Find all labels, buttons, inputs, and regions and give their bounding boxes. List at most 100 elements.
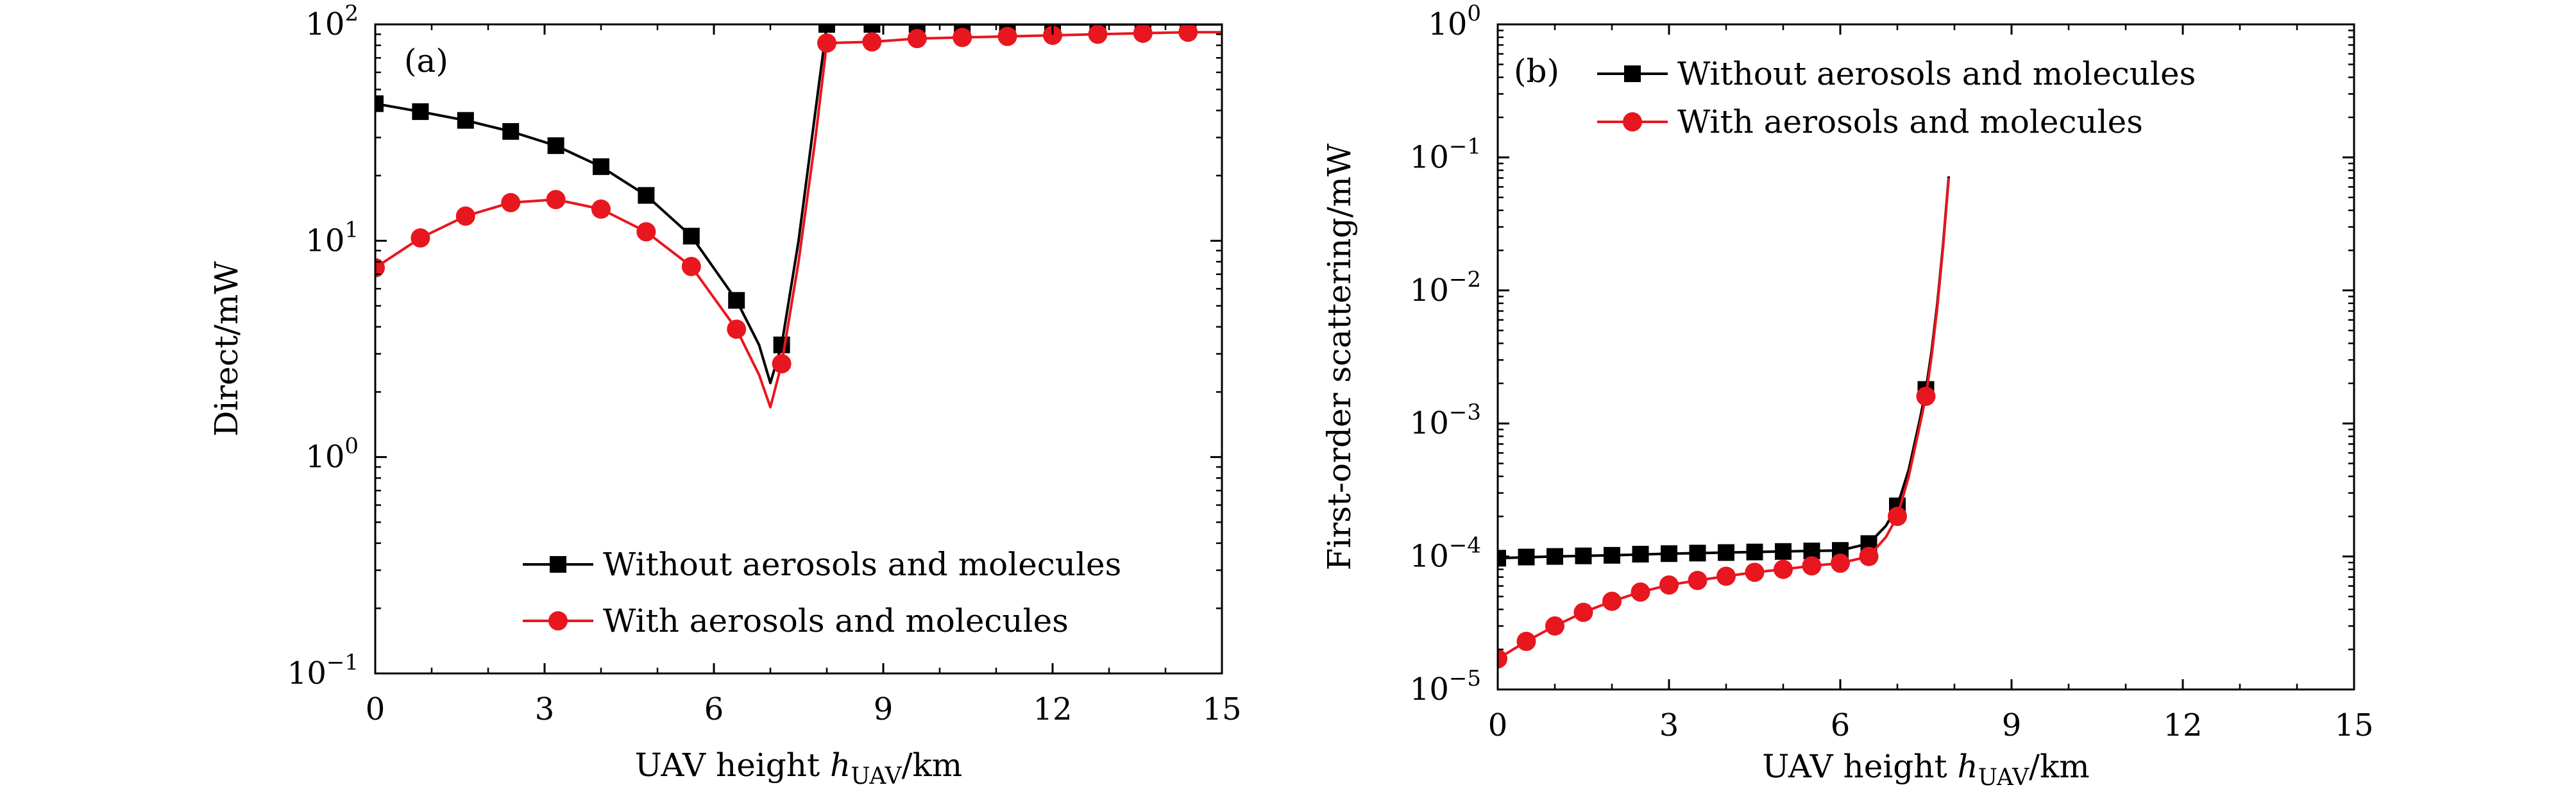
data-point-circle	[1716, 566, 1736, 586]
data-point-square	[1632, 546, 1649, 563]
y-tick-label: 100	[305, 434, 359, 475]
data-point-circle	[1831, 554, 1850, 573]
panel-b-y-axis-label: First-order scattering/mW	[1321, 143, 1358, 570]
data-point-square	[593, 158, 609, 175]
data-point-square	[457, 112, 474, 129]
panel-b-tag: (b)	[1514, 53, 1559, 90]
y-tick-label: 10−1	[287, 650, 359, 691]
x-tick-label: 3	[535, 691, 555, 727]
data-point-circle	[907, 29, 927, 49]
data-point-square	[502, 123, 520, 140]
data-point-square	[1689, 545, 1706, 562]
data-point-circle	[1802, 556, 1822, 576]
panel-b-series-layer	[1498, 176, 1951, 669]
y-tick-label: 10−4	[1410, 533, 1481, 575]
data-point-circle	[997, 26, 1017, 46]
data-point-square	[1518, 548, 1535, 566]
data-point-square	[1546, 548, 1563, 565]
data-point-square	[412, 103, 429, 121]
data-point-circle	[727, 319, 747, 339]
x-tick-label: 12	[2163, 707, 2202, 743]
data-point-square	[1604, 546, 1620, 564]
data-point-square	[1661, 545, 1677, 562]
data-point-square	[682, 228, 700, 245]
data-point-circle	[591, 199, 611, 219]
data-point-circle	[1602, 591, 1622, 611]
data-point-circle	[455, 206, 475, 226]
y-tick-label: 10−3	[1410, 400, 1481, 441]
x-tick-label: 6	[704, 691, 724, 727]
panel-a-legend-item-without: Without aerosols and molecules	[523, 546, 1121, 583]
data-point-circle	[862, 32, 882, 52]
data-point-square	[773, 336, 790, 353]
x-tick-label: 0	[366, 691, 386, 727]
data-point-circle	[1888, 507, 1907, 527]
data-point-square	[1575, 547, 1592, 564]
panel-a-chart: 0 3 6 9 12 15 10−1 100 101 102 (a) UAV height hUA…	[208, 1, 1242, 790]
data-point-circle	[1573, 602, 1593, 622]
y-tick-label: 10−5	[1410, 666, 1481, 707]
legend-label-without: Without aerosols and molecules	[603, 546, 1121, 583]
data-point-circle	[1133, 24, 1153, 43]
panel-a-series-layer	[375, 24, 1222, 409]
panel-a-legend: Without aerosols and molecules With aero…	[523, 546, 1121, 639]
data-point-circle	[1659, 575, 1679, 595]
y-tick-label: 100	[1428, 1, 1481, 42]
data-point-circle	[1774, 559, 1793, 579]
data-point-circle	[817, 33, 836, 53]
panel-a-axes-frame	[374, 23, 1223, 675]
legend-circle-marker	[1623, 112, 1642, 131]
data-point-circle	[1545, 616, 1564, 636]
panel-a-y-axis-label: Direct/mW	[208, 261, 245, 437]
series-with	[1498, 178, 1951, 669]
legend-label-with: With aerosols and molecules	[1677, 103, 2143, 140]
x-tick-label: 0	[1488, 707, 1508, 743]
x-tick-label: 15	[2334, 707, 2373, 743]
panel-b-legend-item-with: With aerosols and molecules	[1597, 103, 2143, 140]
legend-square-marker	[550, 556, 566, 573]
panel-a-x-axis-label: UAV height hUAV/km	[635, 747, 962, 790]
panel-b-ticks: 0 3 6 9 12 15 10−5 10−4 10−3 10−2 10−1 100	[1410, 1, 2374, 743]
data-point-circle	[772, 354, 792, 374]
x-tick-label: 9	[874, 691, 894, 727]
data-point-circle	[636, 222, 656, 242]
panel-a-ticks: 0 3 6 9 12 15 10−1 100 101 102	[287, 1, 1242, 727]
panel-b-chart: 0 3 6 9 12 15 10−5 10−4 10−3 10−2 10−1 100 (b) UAV …	[1321, 1, 2374, 791]
data-point-circle	[1859, 546, 1879, 566]
panel-b-legend: Without aerosols and molecules With aero…	[1597, 55, 2196, 140]
x-tick-label: 9	[2002, 707, 2022, 743]
data-point-square	[638, 187, 655, 204]
data-point-circle	[1178, 24, 1198, 42]
data-point-square	[863, 24, 881, 33]
data-point-circle	[411, 228, 430, 248]
data-point-square	[375, 95, 384, 112]
data-point-square	[728, 292, 745, 309]
data-point-square	[1718, 544, 1734, 561]
legend-square-marker	[1624, 65, 1641, 82]
x-tick-label: 6	[1831, 707, 1851, 743]
x-tick-label: 15	[1202, 691, 1241, 727]
data-point-circle	[953, 28, 972, 47]
panel-b-x-axis-label: UAV height hUAV/km	[1762, 748, 2089, 791]
panel-a-legend-item-with: With aerosols and molecules	[523, 602, 1069, 639]
x-tick-label: 3	[1659, 707, 1679, 743]
data-point-circle	[1688, 571, 1707, 591]
y-tick-label: 101	[305, 217, 359, 258]
data-point-square	[1775, 543, 1792, 560]
panel-b-legend-item-without: Without aerosols and molecules	[1597, 55, 2196, 92]
y-tick-label: 10−2	[1410, 267, 1481, 309]
panel-b-axes-frame	[1496, 23, 2355, 691]
data-point-square	[1746, 543, 1763, 561]
data-point-circle	[1088, 24, 1108, 44]
legend-label-without: Without aerosols and molecules	[1677, 55, 2196, 92]
data-point-circle	[1498, 649, 1507, 669]
y-tick-label: 10−1	[1410, 133, 1481, 175]
legend-circle-marker	[548, 611, 568, 630]
data-point-circle	[1631, 582, 1650, 602]
data-point-circle	[501, 192, 521, 212]
y-tick-label: 102	[305, 1, 359, 42]
data-point-circle	[546, 190, 566, 210]
data-point-circle	[681, 257, 701, 276]
